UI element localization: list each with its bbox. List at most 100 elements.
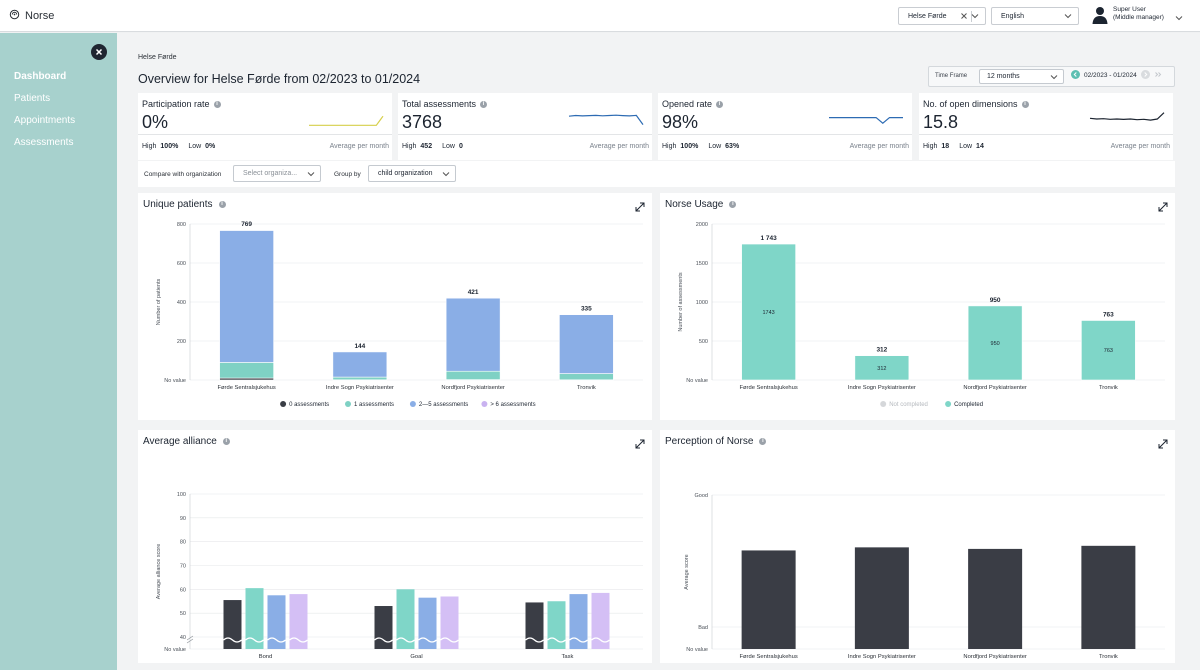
bar-total-label: 1 743 [760, 235, 777, 242]
chevron-down-icon[interactable] [971, 12, 979, 22]
kpi-low-label: Low [959, 143, 973, 150]
chevron-down-icon[interactable] [1064, 12, 1072, 22]
info-icon[interactable]: i [1021, 100, 1029, 108]
bar-total-label: 335 [581, 306, 592, 313]
breadcrumb[interactable]: Helse Førde [138, 54, 177, 61]
kpi-low-label: Low [442, 143, 455, 150]
perception-of-norse-chart: No value Bad Good Average score Førde Sentra… [684, 493, 1165, 660]
sparkline-path [309, 115, 384, 126]
kpi-average-label: Average per month [589, 143, 649, 150]
filter-bar: Compare with organization Select organiz… [138, 161, 1175, 187]
sidebar-item-patients[interactable]: Patients [14, 93, 51, 104]
previous-period-button[interactable] [1071, 70, 1080, 81]
bar-segment [854, 355, 910, 381]
panel-title: Unique patients [143, 199, 213, 210]
y-tick-label: 70 [180, 564, 186, 570]
bar [396, 589, 415, 649]
expand-icon[interactable] [635, 436, 645, 454]
user-menu[interactable]: Super User (Middle manager) [1092, 6, 1183, 29]
bar-segment [445, 297, 501, 372]
legend-label: 2—5 assessments [419, 402, 468, 408]
sidebar: Dashboard Patients Appointments Assessme… [0, 33, 117, 670]
compare-organization-select[interactable]: Select organiza... [233, 165, 321, 182]
language-selector[interactable]: English [991, 7, 1079, 25]
info-icon[interactable]: i [729, 201, 737, 208]
y-tick-label: Bad [698, 625, 708, 631]
group-by-select[interactable]: child organization [368, 165, 456, 182]
bar-total-label: 769 [241, 221, 252, 228]
app-name: Norse [25, 10, 55, 22]
bar-break [374, 637, 393, 643]
chevron-right-icon [1140, 70, 1150, 79]
sidebar-item-appointments[interactable]: Appointments [14, 115, 76, 126]
sidebar-nav: Dashboard Patients Appointments Assessme… [14, 71, 75, 159]
main-content: Helse Førde Overview for Helse Førde fro… [117, 33, 1200, 670]
language-selector-value: English [1001, 12, 1024, 20]
info-icon[interactable]: i [480, 100, 488, 108]
kpi-high-label: High [923, 143, 938, 150]
sidebar-item-dashboard[interactable]: Dashboard [14, 71, 67, 82]
legend-item: 0 assessments [280, 401, 329, 408]
next-period-button[interactable] [1140, 70, 1150, 81]
clear-icon[interactable] [960, 12, 968, 22]
legend-label: Not completed [889, 402, 928, 408]
bar-segment [559, 314, 614, 374]
y-tick-label: 200 [177, 339, 186, 345]
bar-segment [219, 230, 274, 363]
bar-segment [559, 373, 614, 381]
bar [968, 548, 1023, 649]
average-alliance-panel: Average alliance i No value 40 50 60 70 80 90 10… [138, 430, 652, 663]
unique-patients-panel: Unique patients i No value 200 400 600 800 Num… [138, 193, 652, 420]
norse-usage-chart: No value 500 1000 1500 2000 Number of assessm… [678, 222, 1165, 408]
expand-icon[interactable] [635, 199, 645, 217]
x-tick-label: Nordfjord Psykiatrisenter [963, 385, 1027, 391]
kpi-high-value: 18 [941, 143, 950, 150]
y-tick-label: 600 [177, 261, 186, 267]
close-icon [95, 48, 103, 56]
bar [374, 606, 393, 649]
time-frame-label: Time Frame [935, 73, 968, 79]
page-title: Overview for Helse Førde from 02/2023 to… [138, 72, 421, 86]
info-icon[interactable]: i [218, 201, 226, 208]
y-tick-label: 60 [180, 587, 186, 593]
expand-icon[interactable] [1158, 436, 1168, 454]
close-sidebar-button[interactable] [91, 44, 107, 60]
expand-icon[interactable] [1158, 199, 1168, 217]
compare-label: Compare with organization [144, 171, 222, 178]
bar [418, 597, 437, 649]
legend-swatch [481, 401, 488, 407]
x-tick-label: Tronvik [1099, 654, 1118, 660]
bar-segment [741, 243, 796, 381]
kpi-value: 3768 [402, 112, 443, 132]
legend-swatch [345, 401, 351, 407]
bar-segment [219, 362, 274, 379]
info-icon[interactable]: i [716, 100, 724, 108]
time-frame-select[interactable]: 12 months [979, 69, 1064, 84]
user-avatar-icon [1092, 6, 1108, 29]
info-icon[interactable]: i [759, 438, 767, 445]
brand[interactable]: Norse [9, 9, 54, 23]
organization-selector[interactable]: Helse Førde [898, 7, 986, 25]
y-tick-label: Good [695, 493, 708, 499]
sparkline-path [1089, 112, 1165, 121]
perception-of-norse-panel: Perception of Norse i No value Bad Good Aver… [660, 430, 1175, 663]
bar-segment [967, 305, 1023, 381]
last-period-button[interactable] [1154, 70, 1163, 81]
kpi-average-label: Average per month [329, 143, 389, 150]
legend-label: 0 assessments [289, 402, 329, 408]
group-by-label: Group by [334, 171, 361, 178]
info-icon[interactable]: i [213, 100, 221, 108]
sidebar-item-assessments[interactable]: Assessments [14, 137, 74, 148]
user-name: Super User [1113, 6, 1146, 13]
info-icon[interactable]: i [222, 438, 230, 445]
y-axis-title: Number of assessments [678, 272, 684, 332]
kpi-high-value: 100% [680, 143, 699, 150]
bar [591, 592, 610, 649]
legend-swatch [880, 401, 887, 407]
chevron-down-icon[interactable] [1175, 9, 1183, 27]
bar [547, 601, 566, 649]
organization-selector-value: Helse Førde [908, 12, 947, 20]
kpi-low-label: Low [708, 143, 722, 150]
x-tick-label: Førde Sentralsjukehus [217, 385, 275, 391]
kpi-total-assessments: Total assessments i 3768 High 452 Low 0 Aver… [398, 93, 652, 160]
